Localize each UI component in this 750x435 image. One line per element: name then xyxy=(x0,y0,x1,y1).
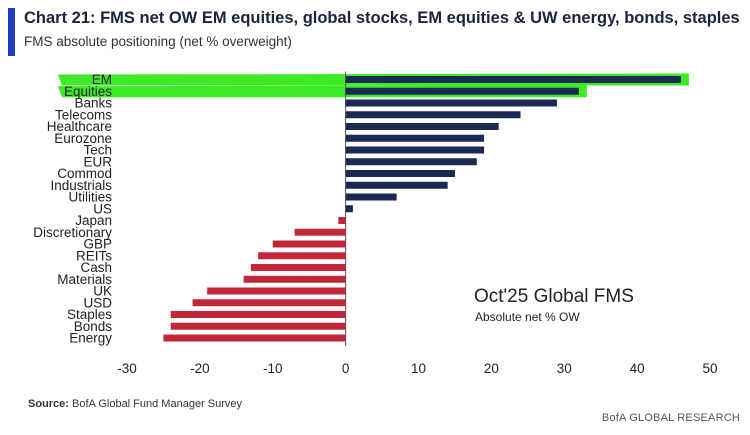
x-tick-label: -10 xyxy=(263,361,283,376)
category-label-cash: Cash xyxy=(80,260,112,275)
bar-commod xyxy=(345,170,455,177)
bar-healthcare xyxy=(345,123,499,130)
x-tick-label: 40 xyxy=(630,361,645,376)
x-tick-label: 20 xyxy=(484,361,499,376)
bar-bonds xyxy=(170,322,346,330)
bar-industrials xyxy=(345,181,448,189)
category-label-commod: Commod xyxy=(57,166,112,181)
bar-utilities xyxy=(345,193,397,201)
category-label-discretionary: Discretionary xyxy=(33,225,112,240)
bar-uk xyxy=(207,287,346,295)
bar-usd xyxy=(192,299,346,307)
category-label-materials: Materials xyxy=(57,272,112,287)
source-text: BofA Global Fund Manager Survey xyxy=(72,398,243,410)
category-label-eurozone: Eurozone xyxy=(54,131,112,146)
bar-eur xyxy=(345,158,477,166)
category-label-us: US xyxy=(93,201,112,216)
bar-reits xyxy=(258,252,346,260)
category-label-gbp: GBP xyxy=(83,237,112,252)
category-label-em: EM xyxy=(92,72,112,87)
category-label-banks: Banks xyxy=(74,96,112,111)
category-label-bonds: Bonds xyxy=(74,319,113,334)
category-label-telecoms: Telecoms xyxy=(55,107,112,122)
x-tick-label: 10 xyxy=(411,361,426,376)
bar-japan xyxy=(338,217,346,224)
category-label-uk: UK xyxy=(93,284,112,299)
bar-em xyxy=(345,76,681,83)
bar-materials xyxy=(243,275,346,283)
bar-us xyxy=(345,205,353,213)
category-label-staples: Staples xyxy=(67,307,112,322)
annotation-title: Oct'25 Global FMS xyxy=(474,286,634,307)
brand-footer: BofA GLOBAL RESEARCH xyxy=(601,412,740,424)
category-label-industrials: Industrials xyxy=(50,178,112,193)
bar-gbp xyxy=(272,240,346,248)
category-label-utilities: Utilities xyxy=(68,190,112,205)
chart-subtitle: FMS absolute positioning (net % overweig… xyxy=(24,34,292,49)
title-accent-bar xyxy=(8,8,15,56)
x-tick-label: 30 xyxy=(557,361,572,376)
source-note: Source: BofA Global Fund Manager Survey xyxy=(28,398,242,410)
source-label: Source: xyxy=(28,398,69,410)
category-label-energy: Energy xyxy=(69,331,112,346)
category-label-eur: EUR xyxy=(83,154,112,169)
bar-banks xyxy=(345,99,557,107)
category-label-usd: USD xyxy=(83,295,112,310)
x-tick-label: -20 xyxy=(190,361,210,376)
x-tick-label: -30 xyxy=(117,361,137,376)
annotation-subtitle: Absolute net % OW xyxy=(475,310,580,324)
bar-eurozone xyxy=(345,134,485,142)
category-label-tech: Tech xyxy=(83,143,112,158)
chart-title: Chart 21: FMS net OW EM equities, global… xyxy=(24,9,740,27)
category-label-equities: Equities xyxy=(64,84,112,99)
bar-equities xyxy=(345,87,579,95)
category-label-reits: REITs xyxy=(76,248,112,263)
bar-staples xyxy=(170,311,346,318)
bar-tech xyxy=(345,146,485,154)
x-tick-label: 0 xyxy=(342,361,350,376)
x-tick-label: 50 xyxy=(702,361,717,376)
bar-energy xyxy=(163,334,346,342)
category-label-japan: Japan xyxy=(75,213,112,228)
bar-cash xyxy=(250,264,346,271)
bar-telecoms xyxy=(345,111,521,119)
bar-discretionary xyxy=(294,228,346,236)
category-label-healthcare: Healthcare xyxy=(47,119,112,134)
